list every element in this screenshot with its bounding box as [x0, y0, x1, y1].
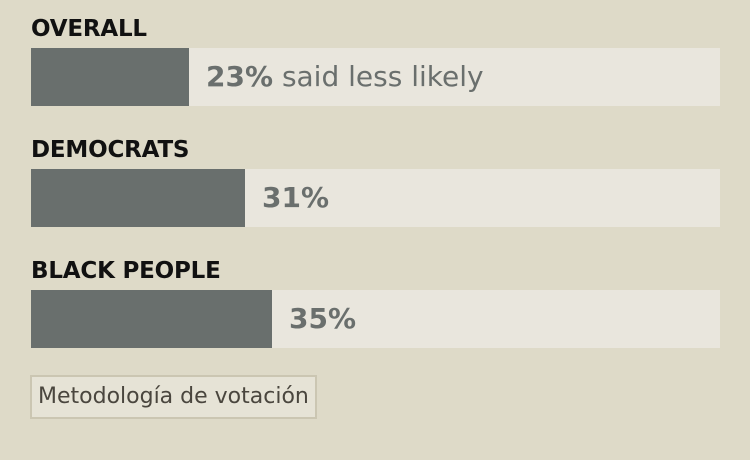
- methodology-button[interactable]: Metodología de votación: [30, 375, 317, 419]
- bar-overall: [31, 48, 189, 106]
- category-label-overall: OVERALL: [31, 16, 147, 42]
- value-percent-democrats: 31%: [262, 181, 330, 214]
- value-percent-overall: 23%: [206, 60, 274, 93]
- bar-track-overall: 23% said less likely: [31, 48, 720, 106]
- value-label-democrats: 31%: [262, 169, 329, 227]
- category-label-black-people: BLACK PEOPLE: [31, 258, 221, 284]
- bar-black-people: [31, 290, 272, 348]
- value-suffix-overall: said less likely: [281, 60, 484, 93]
- bar-track-democrats: 31%: [31, 169, 720, 227]
- value-label-overall: 23% said less likely: [206, 48, 484, 106]
- category-label-democrats: DEMOCRATS: [31, 137, 190, 163]
- bar-democrats: [31, 169, 245, 227]
- value-percent-black-people: 35%: [289, 302, 357, 335]
- value-label-black-people: 35%: [289, 290, 356, 348]
- bar-track-black-people: 35%: [31, 290, 720, 348]
